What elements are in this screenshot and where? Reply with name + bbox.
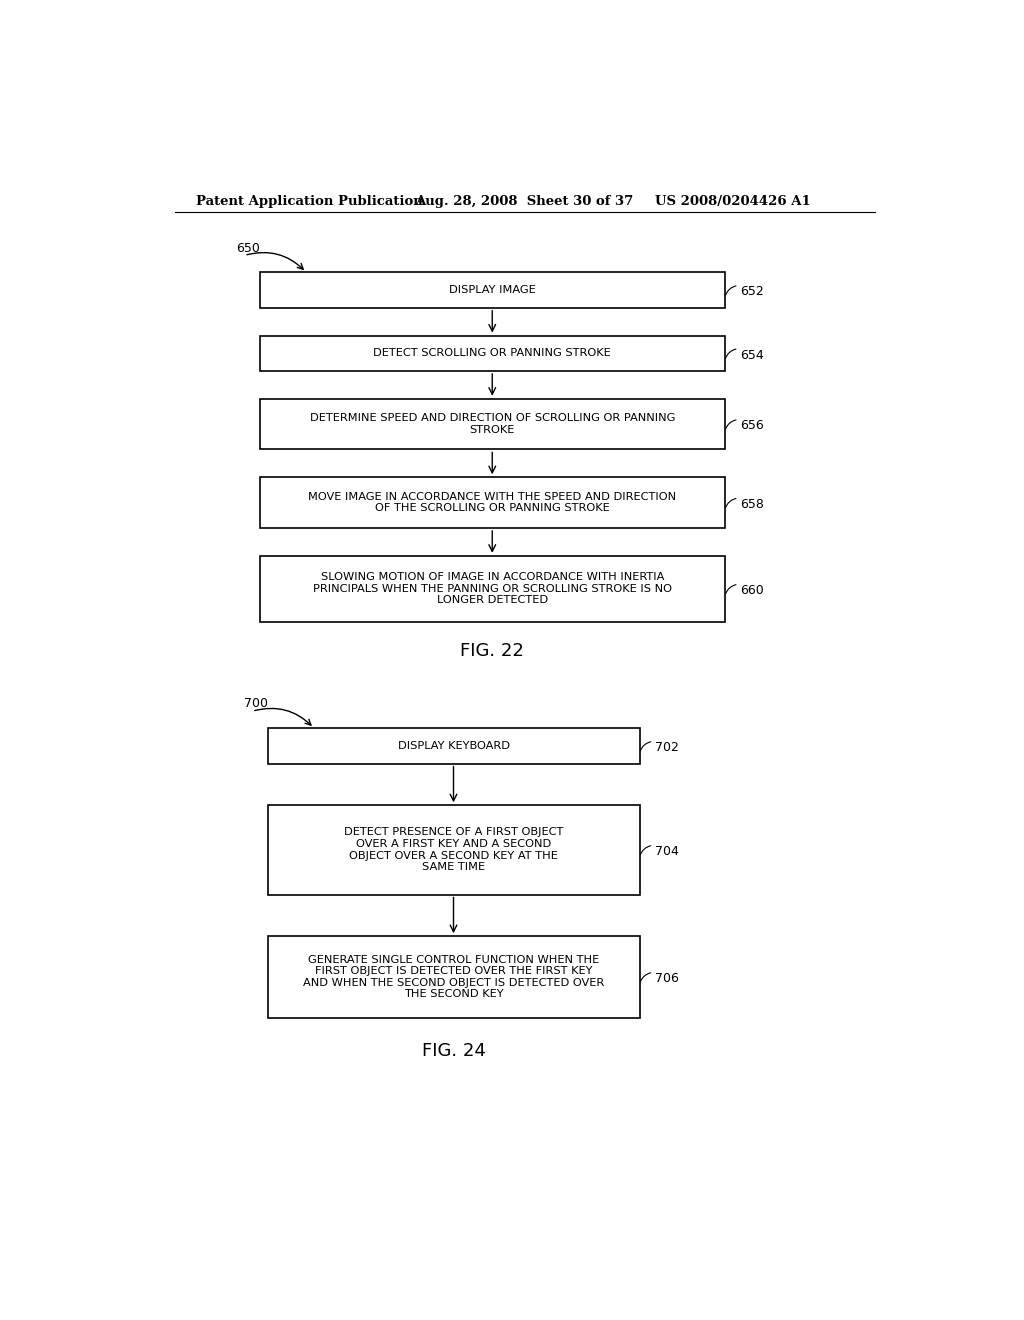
- Text: GENERATE SINGLE CONTROL FUNCTION WHEN THE
FIRST OBJECT IS DETECTED OVER THE FIRS: GENERATE SINGLE CONTROL FUNCTION WHEN TH…: [303, 954, 604, 999]
- Text: 704: 704: [655, 845, 679, 858]
- Bar: [260, 478, 725, 528]
- Text: 702: 702: [655, 742, 679, 754]
- Text: DETERMINE SPEED AND DIRECTION OF SCROLLING OR PANNING
STROKE: DETERMINE SPEED AND DIRECTION OF SCROLLI…: [309, 413, 675, 434]
- Text: 658: 658: [740, 498, 764, 511]
- Bar: [267, 729, 640, 763]
- Text: FIG. 24: FIG. 24: [422, 1043, 485, 1060]
- Text: US 2008/0204426 A1: US 2008/0204426 A1: [655, 195, 811, 209]
- Text: MOVE IMAGE IN ACCORDANCE WITH THE SPEED AND DIRECTION
OF THE SCROLLING OR PANNIN: MOVE IMAGE IN ACCORDANCE WITH THE SPEED …: [308, 492, 676, 513]
- Text: 660: 660: [740, 585, 764, 597]
- Bar: [260, 399, 725, 449]
- Text: 650: 650: [237, 242, 260, 255]
- Text: DISPLAY KEYBOARD: DISPLAY KEYBOARD: [397, 741, 510, 751]
- Text: 652: 652: [740, 285, 764, 298]
- Text: 656: 656: [740, 420, 764, 433]
- Text: SLOWING MOTION OF IMAGE IN ACCORDANCE WITH INERTIA
PRINCIPALS WHEN THE PANNING O: SLOWING MOTION OF IMAGE IN ACCORDANCE WI…: [312, 573, 672, 606]
- Bar: [267, 936, 640, 1018]
- Text: DETECT SCROLLING OR PANNING STROKE: DETECT SCROLLING OR PANNING STROKE: [374, 348, 611, 358]
- Bar: [260, 335, 725, 371]
- Text: Patent Application Publication: Patent Application Publication: [197, 195, 423, 209]
- Text: 706: 706: [655, 973, 679, 985]
- Bar: [260, 272, 725, 308]
- Text: DISPLAY IMAGE: DISPLAY IMAGE: [449, 285, 536, 296]
- Text: FIG. 22: FIG. 22: [461, 642, 524, 660]
- Text: Aug. 28, 2008  Sheet 30 of 37: Aug. 28, 2008 Sheet 30 of 37: [415, 195, 633, 209]
- Text: 654: 654: [740, 348, 764, 362]
- Text: 700: 700: [245, 697, 268, 710]
- Bar: [260, 556, 725, 622]
- Text: DETECT PRESENCE OF A FIRST OBJECT
OVER A FIRST KEY AND A SECOND
OBJECT OVER A SE: DETECT PRESENCE OF A FIRST OBJECT OVER A…: [344, 828, 563, 873]
- Bar: [267, 805, 640, 895]
